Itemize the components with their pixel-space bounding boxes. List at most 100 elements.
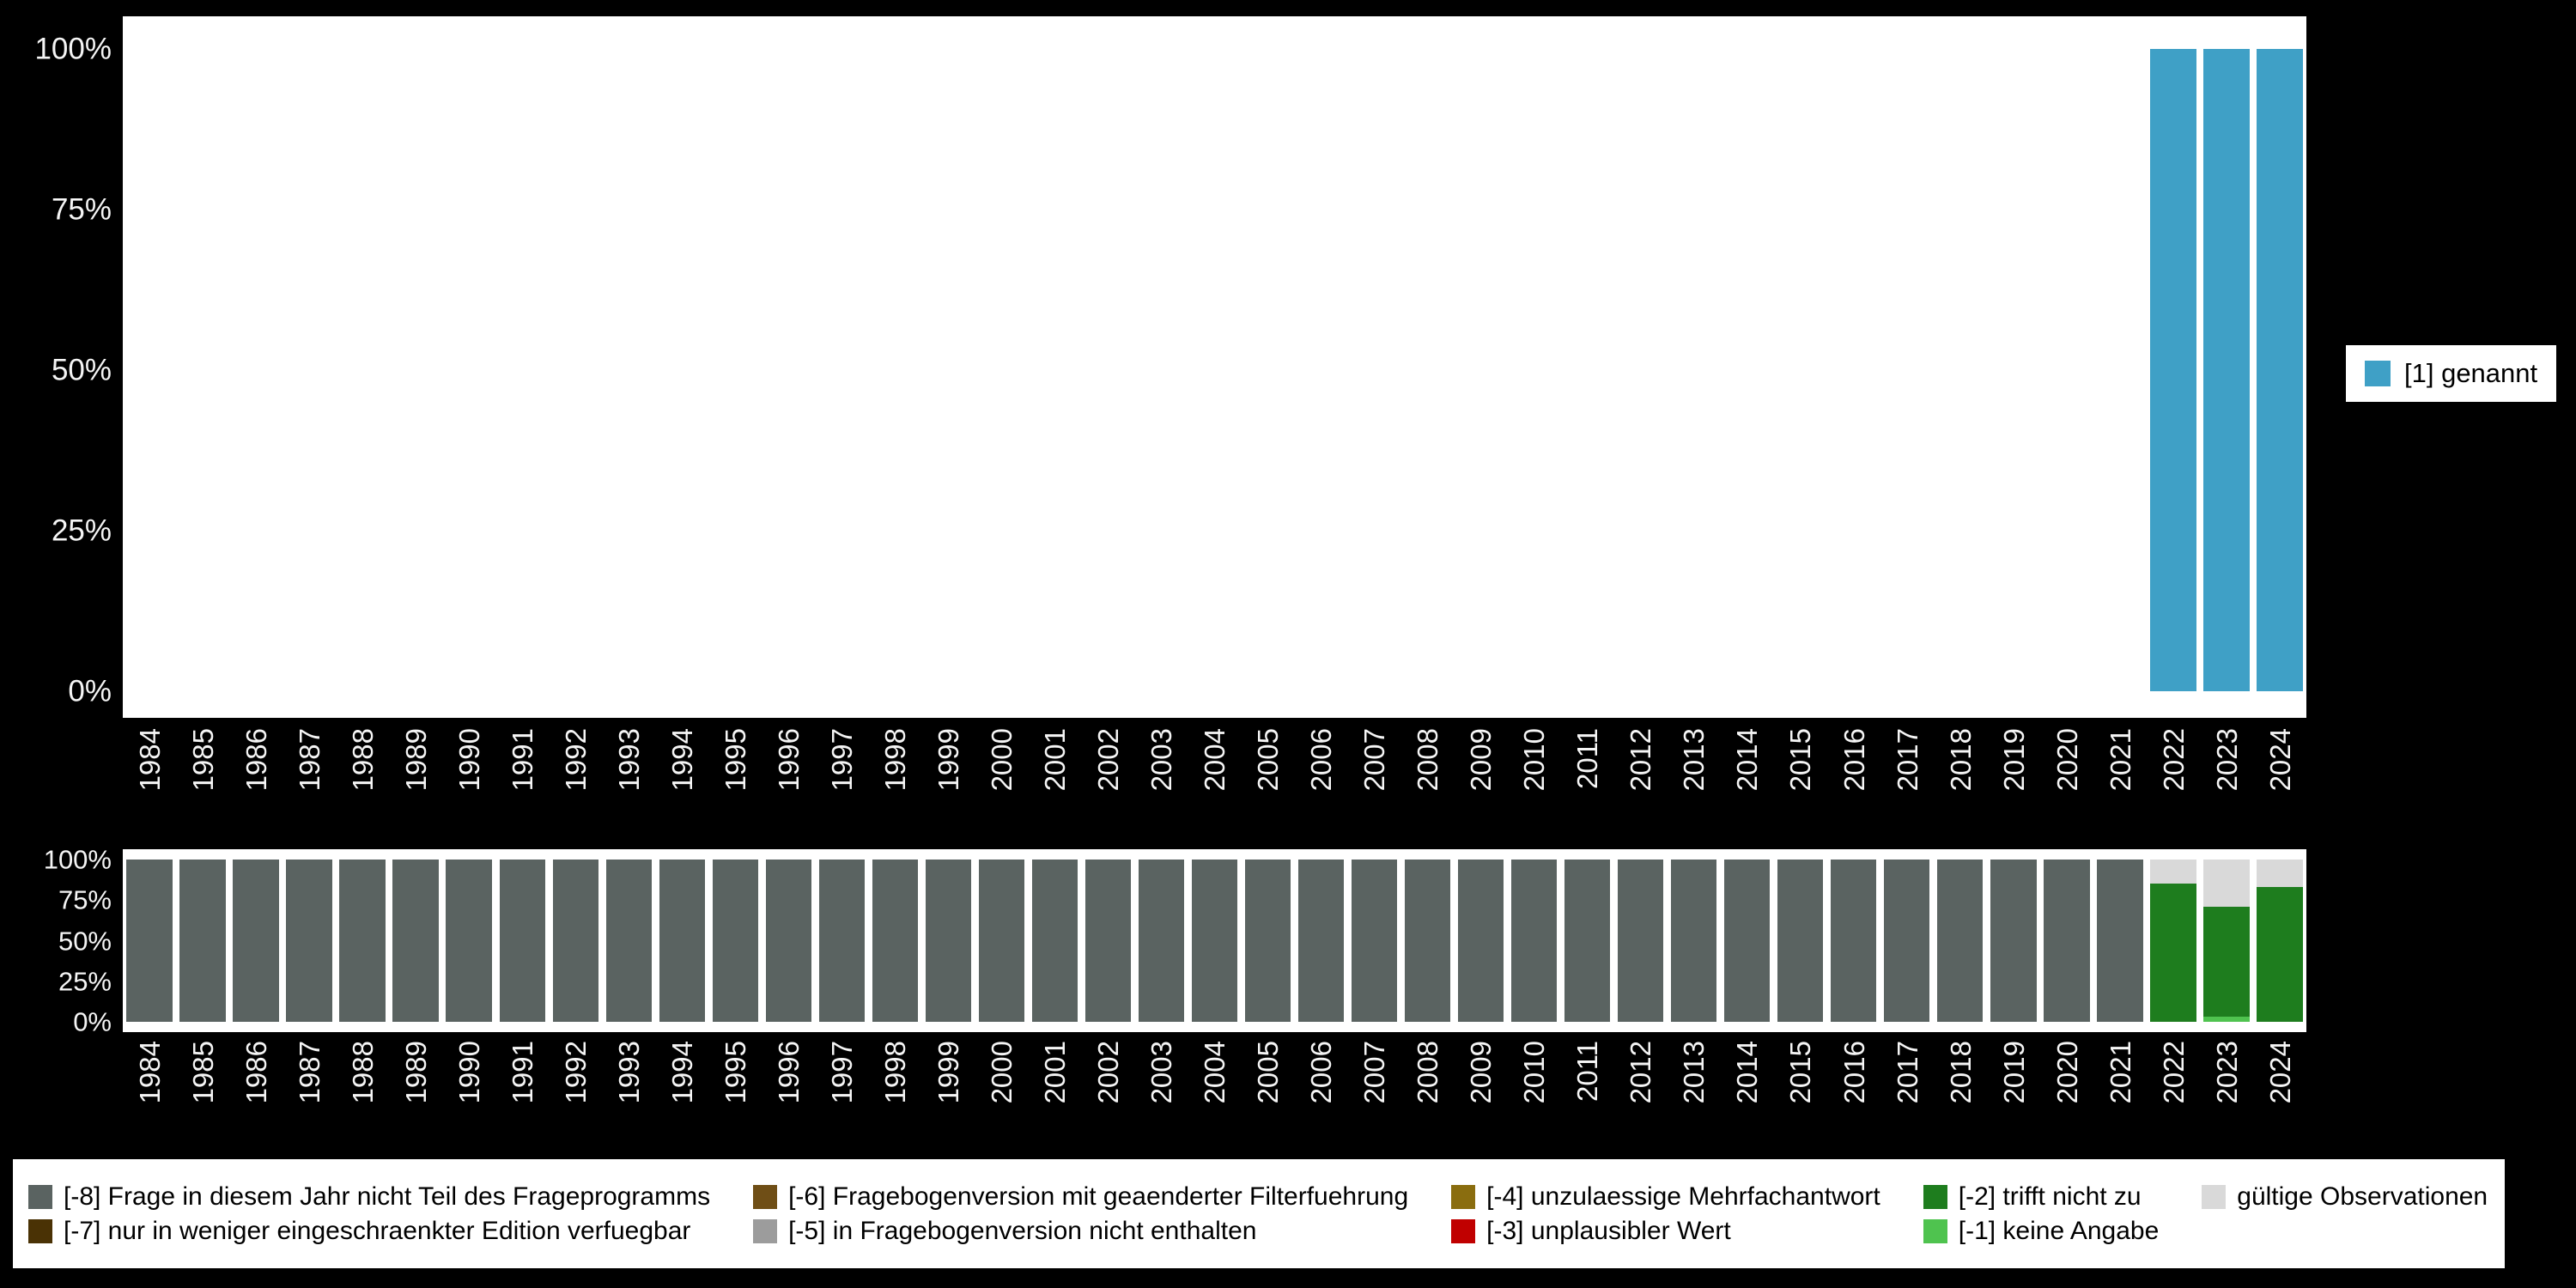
x-tick-2019: 2019 [1987,728,2040,831]
legend-label: [-4] unzulaessige Mehrfachantwort [1486,1182,1880,1211]
x-tick-2005: 2005 [1242,1041,1295,1144]
bar-segment-2023 [2203,906,2250,1018]
x-tick-2008: 2008 [1401,728,1455,831]
x-tick-label: 2009 [1465,1041,1498,1104]
x-tick-label: 2023 [2210,728,2243,792]
bar-segment-2019 [1990,860,2037,1022]
bar-segment-2007 [1351,860,1398,1022]
x-tick-1987: 1987 [283,1041,336,1144]
x-tick-2007: 2007 [1348,1041,1401,1144]
x-tick-label: 2009 [1465,728,1498,792]
bottom-chart-x-axis: 1984 1985 1986 1987 1988 1989 1990 1991 1992 1993… [123,1041,2306,1144]
bar-segment-2023 [2203,860,2250,907]
x-tick-1993: 1993 [602,1041,655,1144]
x-tick-2018: 2018 [1934,728,1987,831]
x-tick-label: 1985 [186,1041,219,1104]
bar-segment-2011 [1564,860,1611,1022]
x-tick-1997: 1997 [815,1041,868,1144]
x-tick-1985: 1985 [176,1041,229,1144]
bar-segment-1999 [925,860,972,1022]
x-tick-1986: 1986 [229,728,283,831]
legend-label: [-3] unplausibler Wert [1486,1216,1731,1245]
x-tick-1994: 1994 [655,728,708,831]
x-tick-label: 1989 [399,728,432,792]
x-tick-1992: 1992 [549,1041,602,1144]
x-tick-label: 1990 [453,728,485,792]
x-tick-label: 2002 [1092,1041,1125,1104]
x-tick-label: 2007 [1358,1041,1391,1104]
x-tick-label: 2019 [1997,728,2030,792]
x-tick-1995: 1995 [708,1041,762,1144]
legend-item: [-2] trifft nicht zu [1923,1182,2160,1212]
x-tick-2016: 2016 [1827,1041,1880,1144]
x-tick-1994: 1994 [655,1041,708,1144]
bar-segment-2022 [2150,49,2196,691]
legend-swatch [28,1218,52,1243]
x-tick-label: 1986 [240,728,272,792]
x-tick-label: 2006 [1305,1041,1338,1104]
x-tick-1993: 1993 [602,728,655,831]
bottom-chart-y-axis: 100% 75% 50% 25% 0% [0,847,112,1036]
x-tick-2013: 2013 [1668,1041,1721,1144]
bottom-chart-panel [123,849,2306,1032]
bar-segment-2023 [2203,1017,2250,1022]
x-tick-label: 2000 [986,728,1018,792]
x-tick-label: 2015 [1784,728,1817,792]
bar-segment-2008 [1404,860,1451,1022]
x-tick-label: 2004 [1199,1041,1231,1104]
x-tick-label: 2012 [1625,728,1657,792]
x-tick-label: 2010 [1518,728,1551,792]
x-tick-1998: 1998 [868,728,921,831]
x-tick-1986: 1986 [229,1041,283,1144]
legend-swatch [1923,1218,1947,1243]
x-tick-label: 2024 [2263,1041,2296,1104]
bar-segment-2003 [1138,860,1185,1022]
x-tick-label: 2024 [2263,728,2296,792]
x-tick-label: 2013 [1678,728,1710,792]
x-tick-label: 1998 [878,1041,911,1104]
plot-area [123,860,2306,1022]
bar-segment-2023 [2203,49,2250,691]
x-tick-2000: 2000 [975,728,1029,831]
bar-segment-1998 [872,860,918,1022]
legend-swatch [28,1184,52,1209]
x-tick-label: 2022 [2157,728,2190,792]
x-tick-label: 2010 [1518,1041,1551,1104]
legend-swatch-genannt [2365,361,2391,386]
bar-segment-1996 [765,860,811,1022]
top-chart-y-axis: 100% 75% 50% 25% 0% [0,16,112,718]
x-tick-label: 2020 [2050,1041,2083,1104]
y-tick-label: 0% [68,674,112,708]
x-tick-2020: 2020 [2040,728,2093,831]
x-tick-2019: 2019 [1987,1041,2040,1144]
x-tick-label: 2003 [1145,1041,1178,1104]
legend-label: [-5] in Fragebogenversion nicht enthalte… [788,1216,1257,1245]
x-tick-label: 2005 [1252,1041,1285,1104]
legend-swatch [1923,1184,1947,1209]
x-tick-label: 2016 [1838,728,1870,792]
x-tick-label: 1985 [186,728,219,792]
x-tick-label: 2022 [2157,1041,2190,1104]
x-tick-2014: 2014 [1721,728,1774,831]
legend-label: [-1] keine Angabe [1958,1216,2160,1245]
bar-segment-2016 [1831,860,1877,1022]
x-tick-2022: 2022 [2147,1041,2200,1144]
x-tick-2015: 2015 [1774,1041,1827,1144]
x-tick-1990: 1990 [442,728,495,831]
x-tick-label: 1988 [346,1041,379,1104]
x-tick-label: 1990 [453,1041,485,1104]
legend-item: [-8] Frage in diesem Jahr nicht Teil des… [28,1182,710,1212]
x-tick-2001: 2001 [1029,728,1082,831]
plot-area [123,49,2306,691]
top-chart-legend: [1] genannt [2346,345,2557,402]
legend-label: [-8] Frage in diesem Jahr nicht Teil des… [64,1182,711,1211]
legend-item: [-5] in Fragebogenversion nicht enthalte… [753,1217,1408,1246]
bar-segment-2020 [2044,860,2090,1022]
bar-segment-1990 [446,860,492,1022]
legend-swatch [2202,1184,2227,1209]
x-tick-label: 1991 [506,1041,538,1104]
bar-segment-2006 [1297,860,1345,1022]
y-tick-label: 25% [51,513,112,548]
x-tick-label: 1997 [825,1041,858,1104]
